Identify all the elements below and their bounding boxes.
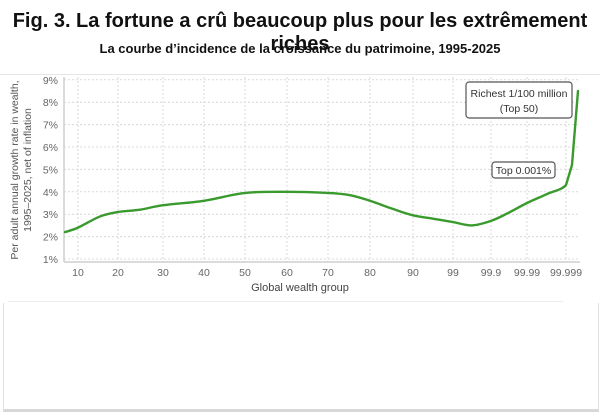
y-tick-label: 6% <box>43 142 58 154</box>
growth-curve <box>63 89 580 234</box>
x-tick-label: 20 <box>112 267 124 279</box>
x-tick-label: 60 <box>281 267 293 279</box>
x-tick-label: 99 <box>447 267 459 279</box>
x-tick-label: 70 <box>322 267 334 279</box>
y-tick-label: 2% <box>43 232 58 244</box>
annotation-top50: Richest 1/100 million (Top 50) <box>465 81 573 119</box>
x-tick-label: 99.99 <box>514 267 540 279</box>
x-tick-label: 99.9 <box>481 267 502 279</box>
y-tick-label: 3% <box>43 209 58 221</box>
y-tick-label: 4% <box>43 187 58 199</box>
y-tick-label: 9% <box>43 75 58 87</box>
y-tick-label: 1% <box>43 254 58 266</box>
divider <box>0 74 600 75</box>
figure-title: Fig. 3. La fortune a crû beaucoup plus p… <box>12 10 588 55</box>
annotation-top-0001: Top 0.001% <box>491 161 556 179</box>
x-tick-label: 10 <box>72 267 84 279</box>
figure-subtitle: La courbe d’incidence de la croissance d… <box>99 41 501 56</box>
y-tick-label: 7% <box>43 120 58 132</box>
y-tick-label: 8% <box>43 97 58 109</box>
svg-text:Per adult annual growth rate i: Per adult annual growth rate in wealth, <box>9 80 21 259</box>
svg-text:(Top 50): (Top 50) <box>500 103 539 115</box>
axes <box>63 77 580 263</box>
y-tick-labels: 1% 2% 3% 4% 5% 6% 7% 8% 9% <box>43 75 58 266</box>
chart-area: 1% 2% 3% 4% 5% 6% 7% 8% 9% 10 20 30 40 50 60 70 80 90 99 9… <box>0 75 600 300</box>
x-tick-label: 40 <box>198 267 210 279</box>
x-axis-label: Global wealth group <box>251 282 349 294</box>
x-tick-label: 50 <box>239 267 251 279</box>
x-tick-label: 99.999 <box>550 267 582 279</box>
svg-text:Richest 1/100 million: Richest 1/100 million <box>471 88 568 100</box>
line-chart: 1% 2% 3% 4% 5% 6% 7% 8% 9% 10 20 30 40 50 60 70 80 90 99 9… <box>9 75 582 294</box>
svg-text:Top 0.001%: Top 0.001% <box>496 165 551 177</box>
y-tick-label: 5% <box>43 164 58 176</box>
x-tick-label: 80 <box>364 267 376 279</box>
x-tick-label: 30 <box>157 267 169 279</box>
divider <box>8 301 563 302</box>
y-axis-label: Per adult annual growth rate in wealth, … <box>9 80 34 259</box>
empty-panel <box>3 303 599 412</box>
svg-text:1995–2025, net of inflation: 1995–2025, net of inflation <box>22 108 34 232</box>
x-tick-labels: 10 20 30 40 50 60 70 80 90 99 99.9 99.99 99.999 <box>72 267 582 279</box>
x-tick-label: 90 <box>407 267 419 279</box>
